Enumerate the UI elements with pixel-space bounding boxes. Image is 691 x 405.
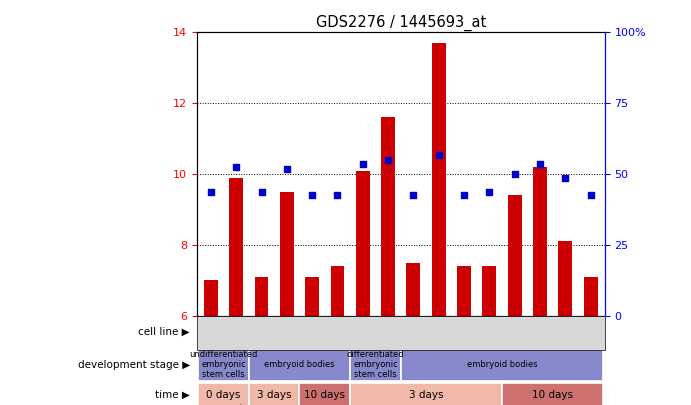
Text: differentiated
embryonic
stem cells: differentiated embryonic stem cells <box>347 350 404 379</box>
Text: 0 days: 0 days <box>207 390 240 400</box>
Text: time ▶: time ▶ <box>155 390 190 400</box>
FancyBboxPatch shape <box>350 318 603 346</box>
Bar <box>558 241 572 316</box>
Text: parental Ainv15 cell line: parental Ainv15 cell line <box>211 327 337 337</box>
Point <box>256 189 267 195</box>
Bar <box>305 277 319 316</box>
Bar <box>254 277 269 316</box>
Point <box>231 164 242 171</box>
Point <box>332 192 343 199</box>
Bar <box>229 178 243 316</box>
Bar <box>508 196 522 316</box>
Bar <box>204 280 218 316</box>
Text: inducible Ngn3 cell line: inducible Ngn3 cell line <box>416 327 538 337</box>
Bar <box>330 266 344 316</box>
Point <box>433 151 444 158</box>
FancyBboxPatch shape <box>350 348 401 381</box>
Title: GDS2276 / 1445693_at: GDS2276 / 1445693_at <box>316 15 486 31</box>
FancyBboxPatch shape <box>502 383 603 405</box>
Point <box>509 171 520 177</box>
Point <box>307 192 318 199</box>
Text: cell line ▶: cell line ▶ <box>138 327 190 337</box>
Point <box>459 192 470 199</box>
Bar <box>457 266 471 316</box>
Bar <box>406 263 420 316</box>
Text: 10 days: 10 days <box>532 390 574 400</box>
Text: embryoid bodies: embryoid bodies <box>466 360 538 369</box>
Point <box>281 166 292 172</box>
Bar <box>381 117 395 316</box>
FancyBboxPatch shape <box>401 348 603 381</box>
Point <box>585 192 596 199</box>
Bar <box>584 277 598 316</box>
Text: 3 days: 3 days <box>257 390 292 400</box>
FancyBboxPatch shape <box>198 318 350 346</box>
Bar <box>280 192 294 316</box>
Text: development stage ▶: development stage ▶ <box>78 360 190 369</box>
Bar <box>482 266 496 316</box>
Point <box>357 160 368 167</box>
Point <box>205 189 216 195</box>
Text: 10 days: 10 days <box>304 390 346 400</box>
Text: 3 days: 3 days <box>409 390 444 400</box>
Point <box>560 175 571 181</box>
Text: undifferentiated
embryonic
stem cells: undifferentiated embryonic stem cells <box>189 350 258 379</box>
Point <box>484 189 495 195</box>
Point <box>408 192 419 199</box>
Point <box>383 157 394 163</box>
Bar <box>356 171 370 316</box>
Bar <box>432 43 446 316</box>
Point <box>535 160 546 167</box>
Bar <box>533 167 547 316</box>
FancyBboxPatch shape <box>198 348 249 381</box>
FancyBboxPatch shape <box>249 348 350 381</box>
FancyBboxPatch shape <box>198 383 249 405</box>
FancyBboxPatch shape <box>249 383 299 405</box>
Text: embryoid bodies: embryoid bodies <box>264 360 335 369</box>
FancyBboxPatch shape <box>299 383 350 405</box>
FancyBboxPatch shape <box>350 383 502 405</box>
